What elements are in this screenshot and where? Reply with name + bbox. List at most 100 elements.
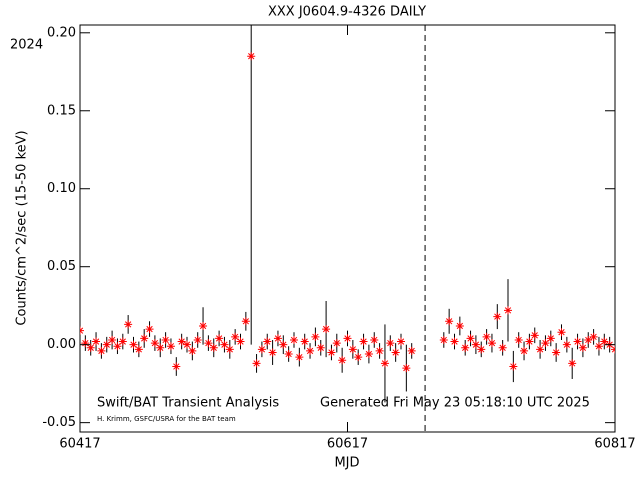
data-point bbox=[81, 339, 90, 348]
data-point bbox=[477, 345, 486, 354]
data-point bbox=[455, 321, 464, 330]
data-point bbox=[530, 331, 539, 340]
year-label: 2024 bbox=[10, 38, 43, 53]
data-point bbox=[520, 346, 529, 355]
data-point bbox=[589, 332, 598, 341]
data-point bbox=[461, 343, 470, 352]
data-point bbox=[450, 337, 459, 346]
data-point bbox=[514, 335, 523, 344]
data-point bbox=[231, 332, 240, 341]
data-point bbox=[338, 356, 347, 365]
data-point bbox=[188, 346, 197, 355]
y-tick-label: 0.00 bbox=[47, 337, 76, 352]
data-point bbox=[252, 359, 261, 368]
data-point bbox=[380, 359, 389, 368]
data-point bbox=[541, 339, 550, 348]
data-point bbox=[386, 339, 395, 348]
annotation: Swift/BAT Transient Analysis bbox=[97, 396, 279, 411]
data-point bbox=[134, 345, 143, 354]
data-point bbox=[348, 345, 357, 354]
data-point bbox=[546, 334, 555, 343]
plot-frame bbox=[79, 24, 616, 433]
data-point bbox=[445, 317, 454, 326]
data-point bbox=[209, 343, 218, 352]
data-point bbox=[295, 353, 304, 362]
data-point bbox=[322, 325, 331, 334]
data-point bbox=[471, 340, 480, 349]
data-point bbox=[364, 350, 373, 359]
y-tick-label: 0.05 bbox=[47, 259, 76, 274]
x-axis-label: MJD bbox=[334, 456, 359, 471]
data-point bbox=[316, 343, 325, 352]
chart-title: XXX J0604.9-4326 DAILY bbox=[268, 5, 426, 20]
data-point bbox=[504, 306, 512, 315]
data-point bbox=[332, 339, 341, 348]
plot-area bbox=[80, 25, 615, 403]
annotation: H. Krimm, GSFC/USRA for the BAT team bbox=[97, 415, 236, 423]
data-point bbox=[108, 335, 117, 344]
data-point bbox=[525, 337, 534, 346]
annotation: Generated Fri May 23 05:18:10 UTC 2025 bbox=[320, 396, 590, 411]
data-point bbox=[498, 343, 507, 352]
data-point bbox=[140, 334, 149, 343]
data-point bbox=[568, 359, 577, 368]
data-point bbox=[279, 340, 288, 349]
data-point bbox=[311, 332, 320, 341]
data-point bbox=[172, 362, 181, 371]
data-point bbox=[257, 345, 266, 354]
data-point bbox=[124, 320, 133, 329]
data-point bbox=[97, 346, 106, 355]
data-point bbox=[92, 337, 101, 346]
x-tick-label: 60417 bbox=[59, 437, 100, 452]
data-point bbox=[487, 339, 496, 348]
y-axis-label: Counts/cm^2/sec (15-50 keV) bbox=[15, 130, 30, 325]
data-point bbox=[578, 343, 587, 352]
data-point bbox=[343, 334, 352, 343]
y-tick-label: -0.05 bbox=[42, 415, 76, 430]
data-point bbox=[86, 343, 95, 352]
data-point bbox=[290, 335, 298, 344]
x-tick-label: 60617 bbox=[327, 437, 368, 452]
y-tick-label: 0.10 bbox=[47, 181, 76, 196]
data-point bbox=[156, 343, 165, 352]
data-point bbox=[300, 337, 309, 346]
data-point bbox=[118, 337, 127, 346]
data-point bbox=[166, 342, 175, 351]
data-point bbox=[482, 332, 491, 341]
data-point bbox=[247, 52, 256, 61]
data-point bbox=[263, 337, 272, 346]
data-point bbox=[306, 346, 315, 355]
data-point bbox=[536, 345, 545, 354]
data-point bbox=[241, 317, 250, 326]
data-point bbox=[215, 334, 224, 343]
data-point bbox=[359, 337, 368, 346]
data-point bbox=[204, 339, 213, 348]
data-point bbox=[600, 337, 609, 346]
data-point bbox=[80, 326, 84, 335]
data-point bbox=[129, 340, 138, 349]
data-point bbox=[145, 325, 154, 334]
data-point bbox=[557, 328, 566, 337]
data-point bbox=[375, 346, 384, 355]
data-point bbox=[193, 335, 202, 344]
data-point bbox=[439, 335, 448, 344]
data-point bbox=[161, 335, 170, 344]
x-tick-label: 60817 bbox=[594, 437, 635, 452]
data-point bbox=[177, 337, 186, 346]
data-point bbox=[493, 312, 502, 321]
data-point bbox=[327, 348, 336, 357]
data-point bbox=[113, 342, 122, 351]
data-point bbox=[150, 339, 159, 348]
data-point bbox=[552, 348, 561, 357]
data-point bbox=[562, 340, 571, 349]
data-point bbox=[466, 334, 475, 343]
data-point bbox=[407, 346, 416, 355]
data-point bbox=[397, 337, 405, 346]
data-point bbox=[391, 348, 400, 357]
data-point bbox=[183, 340, 191, 349]
data-point bbox=[402, 364, 411, 373]
data-point bbox=[509, 362, 518, 371]
data-point bbox=[584, 335, 593, 344]
data-point bbox=[199, 321, 208, 330]
